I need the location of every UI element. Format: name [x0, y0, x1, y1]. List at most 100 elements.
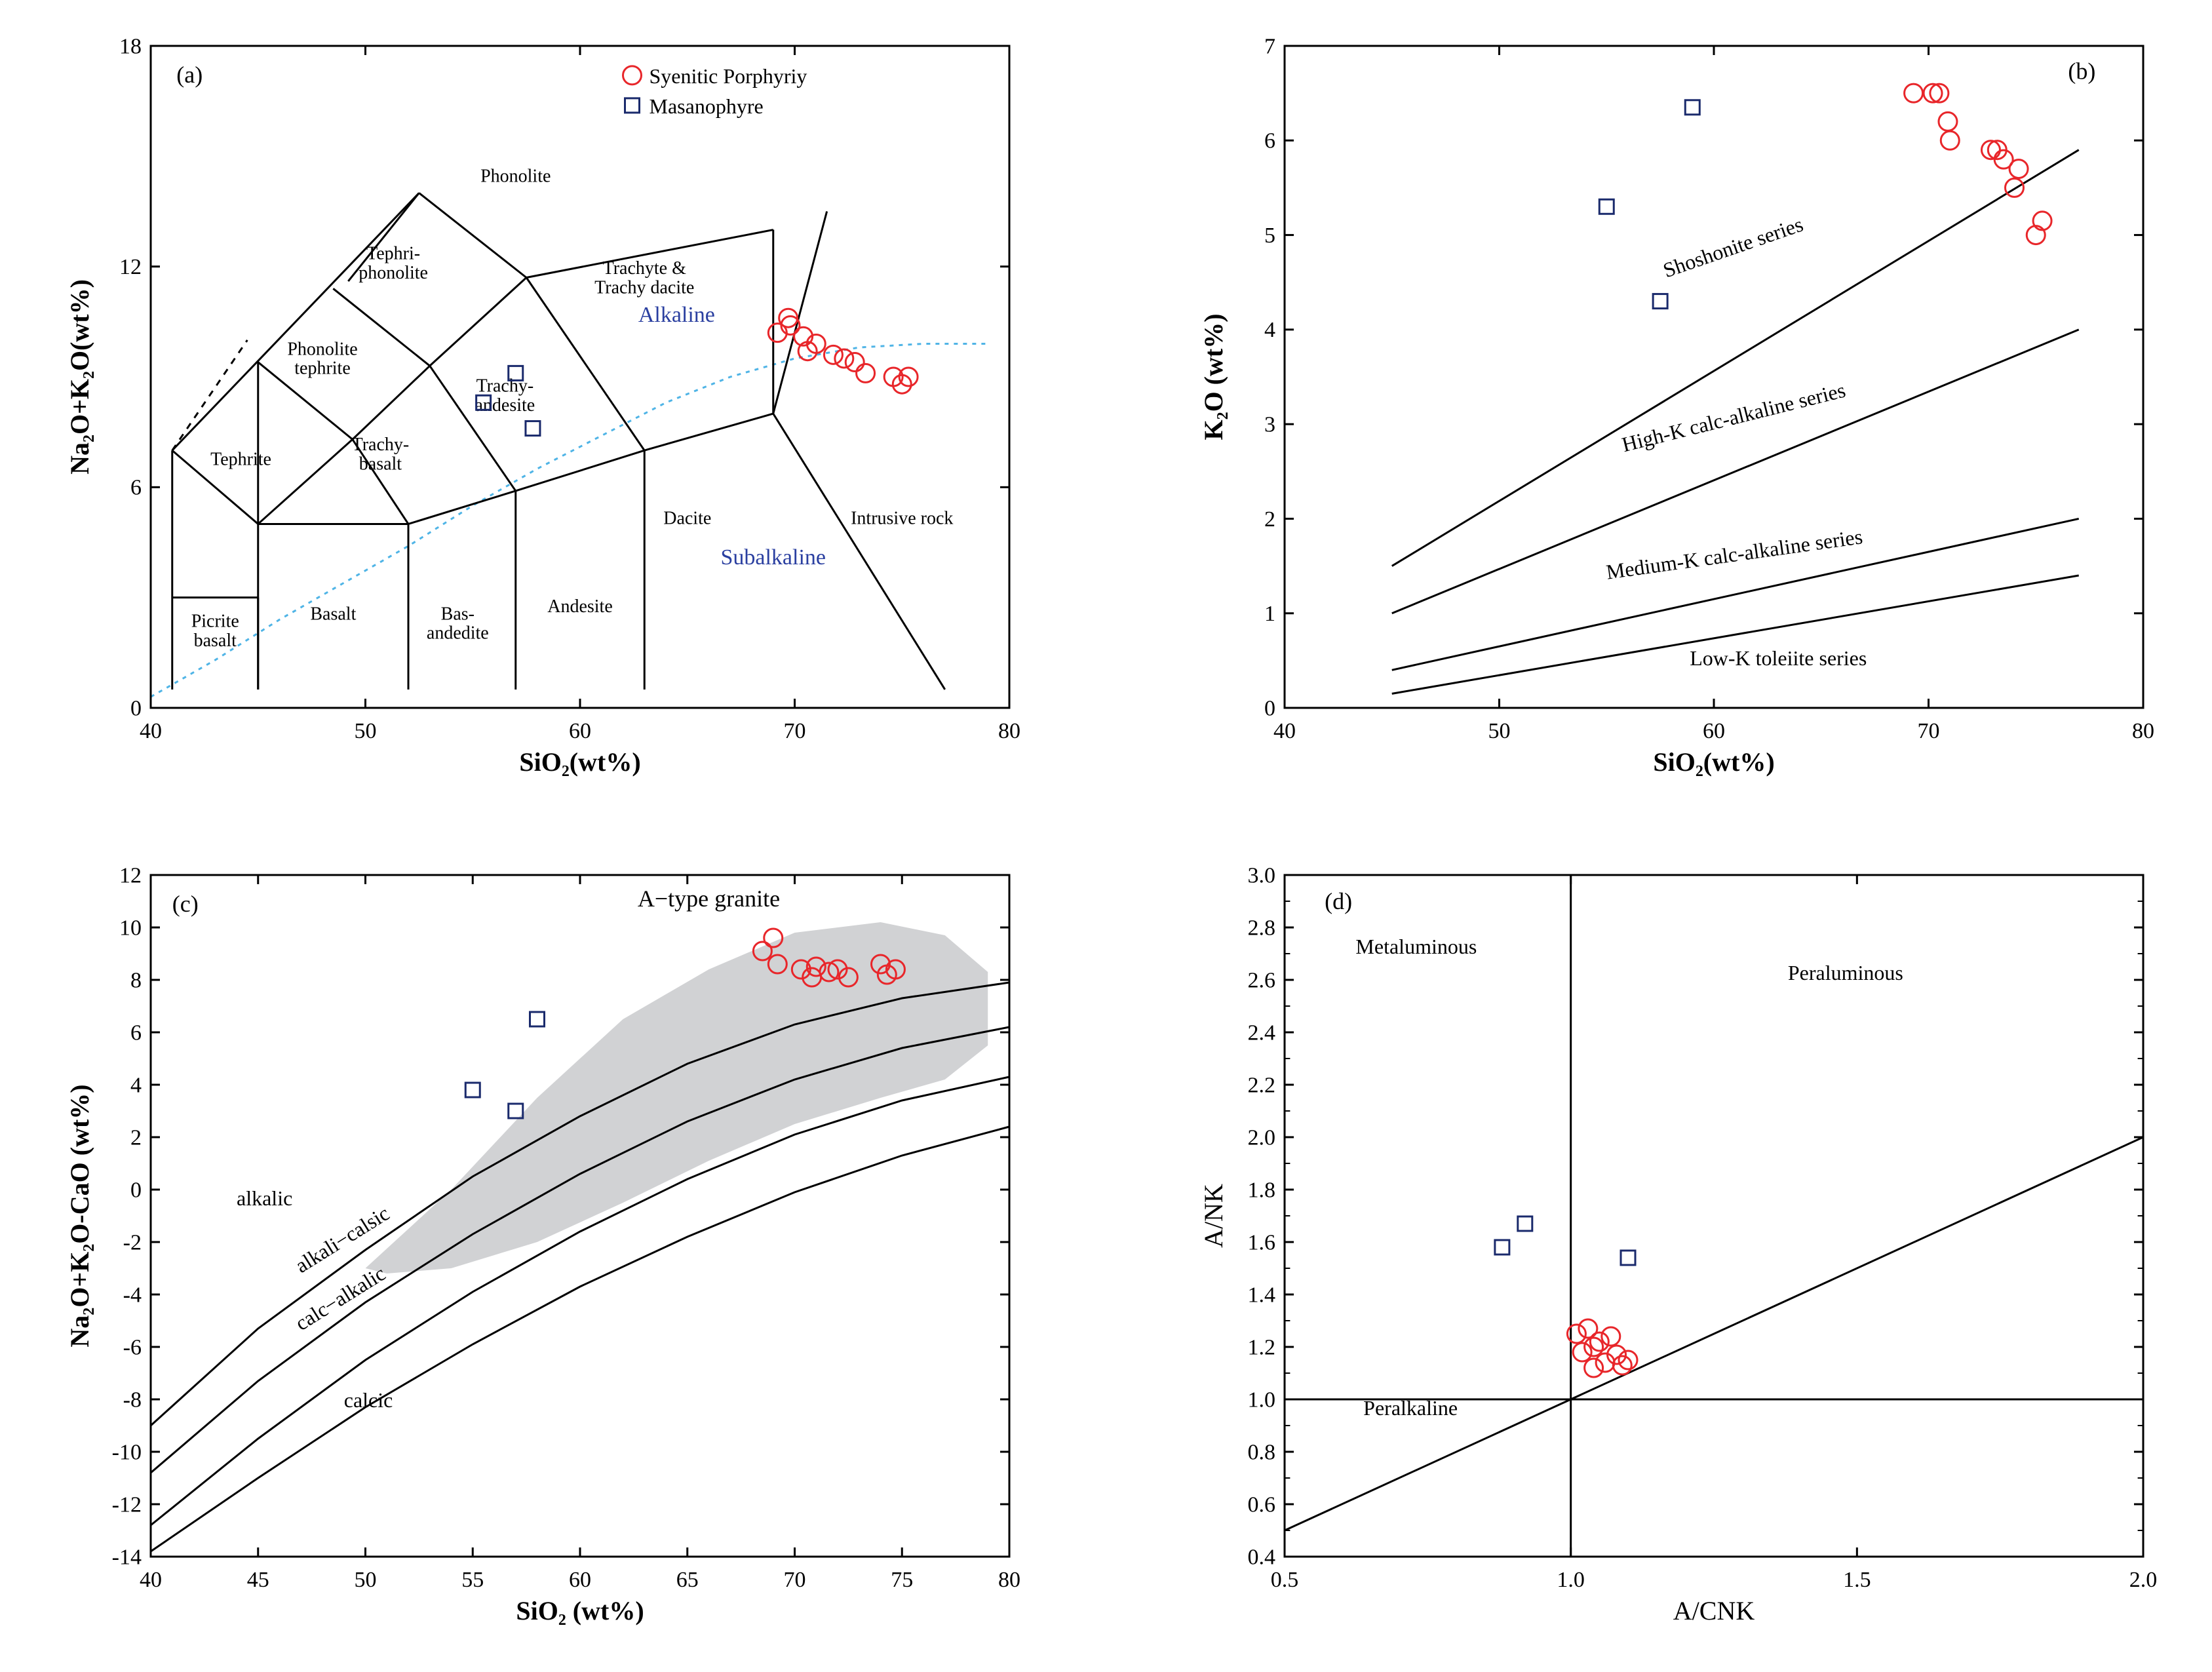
panel-a: 4050607080061218SiO₂(wt%)Na₂O+K₂O(wt%)Ph…: [39, 26, 1062, 813]
svg-text:-10: -10: [112, 1440, 142, 1464]
svg-text:50: 50: [355, 719, 377, 743]
svg-text:1.0: 1.0: [1248, 1388, 1276, 1412]
svg-text:Masanophyre: Masanophyre: [650, 94, 764, 118]
svg-text:-8: -8: [123, 1388, 142, 1412]
svg-text:Low-K toleiite series: Low-K toleiite series: [1690, 646, 1867, 670]
svg-text:Na₂O+K₂O(wt%): Na₂O+K₂O(wt%): [65, 279, 94, 475]
svg-text:40: 40: [140, 719, 162, 743]
svg-text:18: 18: [119, 34, 142, 58]
svg-text:Peralkaline: Peralkaline: [1363, 1396, 1458, 1420]
svg-text:0.5: 0.5: [1271, 1568, 1299, 1592]
svg-text:A−type granite: A−type granite: [638, 885, 780, 912]
svg-text:4: 4: [130, 1073, 142, 1097]
svg-text:2.4: 2.4: [1248, 1021, 1276, 1045]
svg-text:0.4: 0.4: [1248, 1545, 1276, 1569]
svg-text:1.8: 1.8: [1248, 1178, 1276, 1202]
svg-text:calcic: calcic: [344, 1388, 393, 1412]
svg-text:0: 0: [130, 1178, 142, 1202]
panel-b: 405060708001234567SiO₂(wt%)K₂O (wt%)Shos…: [1173, 26, 2196, 813]
svg-text:Alkaline: Alkaline: [638, 303, 715, 327]
svg-text:Bas-andedite: Bas-andedite: [427, 604, 489, 643]
svg-text:3: 3: [1264, 412, 1275, 437]
svg-text:80: 80: [2132, 719, 2154, 743]
svg-text:1.6: 1.6: [1248, 1230, 1276, 1254]
svg-text:2: 2: [130, 1125, 142, 1150]
svg-text:0: 0: [130, 696, 142, 720]
svg-text:-12: -12: [112, 1492, 142, 1517]
svg-text:Intrusive rock: Intrusive rock: [851, 508, 953, 528]
figure-root: 4050607080061218SiO₂(wt%)Na₂O+K₂O(wt%)Ph…: [0, 0, 2212, 1672]
svg-text:60: 60: [1703, 719, 1725, 743]
svg-text:Syenitic Porphyriy: Syenitic Porphyriy: [650, 64, 807, 88]
svg-text:4: 4: [1264, 318, 1275, 342]
svg-text:6: 6: [130, 476, 142, 500]
svg-text:Dacite: Dacite: [663, 508, 711, 528]
svg-text:Phonolite: Phonolite: [480, 166, 551, 187]
svg-text:Peraluminous: Peraluminous: [1788, 961, 1903, 984]
svg-text:80: 80: [998, 1568, 1020, 1592]
svg-text:-2: -2: [123, 1230, 142, 1254]
panel-a-svg: 4050607080061218SiO₂(wt%)Na₂O+K₂O(wt%)Ph…: [39, 26, 1062, 813]
panel-c: alkalicalkali−calsiccalc−alkaliccalcic40…: [39, 855, 1062, 1662]
svg-text:1.2: 1.2: [1248, 1335, 1276, 1359]
svg-text:K₂O (wt%): K₂O (wt%): [1199, 313, 1228, 440]
svg-text:(d): (d): [1325, 888, 1352, 914]
svg-text:60: 60: [569, 1568, 591, 1592]
svg-text:7: 7: [1264, 34, 1275, 58]
svg-text:65: 65: [676, 1568, 699, 1592]
svg-text:8: 8: [130, 968, 142, 992]
svg-text:1.5: 1.5: [1843, 1568, 1871, 1592]
svg-text:(c): (c): [172, 891, 199, 917]
svg-text:Trachyte &Trachy dacite: Trachyte &Trachy dacite: [594, 258, 694, 298]
svg-text:50: 50: [355, 1568, 377, 1592]
svg-text:A/NK: A/NK: [1199, 1184, 1228, 1248]
svg-text:SiO₂ (wt%): SiO₂ (wt%): [516, 1596, 644, 1625]
svg-text:2.2: 2.2: [1248, 1073, 1276, 1097]
svg-text:0.8: 0.8: [1248, 1440, 1276, 1464]
svg-text:0.6: 0.6: [1248, 1492, 1276, 1517]
svg-text:2: 2: [1264, 507, 1275, 532]
panel-b-svg: 405060708001234567SiO₂(wt%)K₂O (wt%)Shos…: [1173, 26, 2196, 813]
svg-text:40: 40: [1273, 719, 1296, 743]
svg-text:-4: -4: [123, 1283, 142, 1307]
svg-text:80: 80: [998, 719, 1020, 743]
svg-text:45: 45: [247, 1568, 269, 1592]
panel-d-svg: 0.5 1.0 1.5 2.0 0.4 0.6 0.8 1.0 1.2 1.4 1.6 1.8 2.0 2…: [1173, 855, 2196, 1662]
svg-text:2.0: 2.0: [2129, 1568, 2158, 1592]
svg-text:60: 60: [569, 719, 591, 743]
svg-text:55: 55: [461, 1568, 484, 1592]
svg-text:-6: -6: [123, 1335, 142, 1359]
svg-text:3.0: 3.0: [1248, 863, 1276, 887]
svg-text:(a): (a): [176, 62, 203, 88]
svg-text:12: 12: [119, 255, 142, 279]
svg-text:Na₂O+K₂O-CaO (wt%): Na₂O+K₂O-CaO (wt%): [65, 1084, 94, 1347]
svg-text:70: 70: [784, 719, 806, 743]
svg-text:SiO₂(wt%): SiO₂(wt%): [1653, 747, 1774, 777]
svg-text:Picritebasalt: Picritebasalt: [191, 612, 239, 651]
svg-text:Phonolitetephrite: Phonolitetephrite: [287, 339, 357, 378]
svg-text:5: 5: [1264, 224, 1275, 248]
svg-text:1.4: 1.4: [1248, 1283, 1276, 1307]
svg-text:70: 70: [784, 1568, 806, 1592]
svg-text:1.0: 1.0: [1557, 1568, 1585, 1592]
svg-text:50: 50: [1488, 719, 1511, 743]
svg-text:2.8: 2.8: [1248, 916, 1276, 940]
svg-text:75: 75: [891, 1568, 913, 1592]
svg-text:2.0: 2.0: [1248, 1125, 1276, 1150]
svg-text:Basalt: Basalt: [310, 604, 356, 624]
svg-text:1: 1: [1264, 602, 1275, 626]
svg-text:10: 10: [119, 916, 142, 940]
svg-text:Tephrite: Tephrite: [210, 450, 271, 470]
svg-text:-14: -14: [112, 1545, 142, 1569]
svg-text:0: 0: [1264, 696, 1275, 720]
svg-text:(b): (b): [2068, 58, 2095, 85]
svg-text:Tephri-phonolite: Tephri-phonolite: [359, 243, 428, 282]
svg-text:40: 40: [140, 1568, 162, 1592]
svg-text:Metaluminous: Metaluminous: [1355, 935, 1477, 958]
svg-text:Andesite: Andesite: [547, 596, 613, 617]
svg-text:alkalic: alkalic: [237, 1186, 292, 1210]
svg-text:Subalkaline: Subalkaline: [720, 545, 826, 570]
svg-text:2.6: 2.6: [1248, 968, 1276, 992]
svg-text:6: 6: [130, 1021, 142, 1045]
svg-text:70: 70: [1918, 719, 1940, 743]
